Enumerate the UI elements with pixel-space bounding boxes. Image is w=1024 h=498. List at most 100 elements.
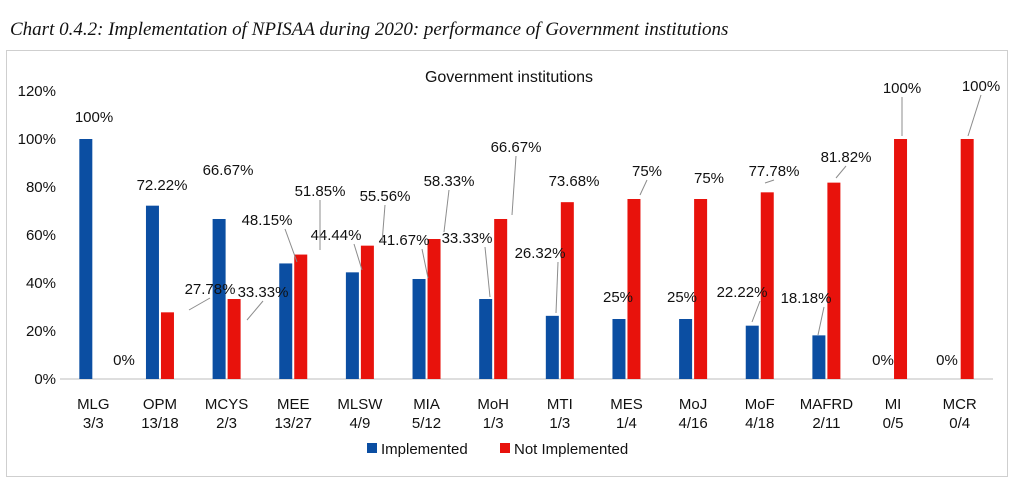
data-label-not-implemented: 33.33% (238, 284, 289, 301)
x-tick-sublabel: 1/4 (616, 415, 637, 432)
bar-implemented (412, 278, 426, 379)
data-label-implemented: 26.32% (515, 245, 566, 262)
data-label-leader (246, 300, 264, 321)
x-tick-label: MCYS (205, 396, 248, 413)
x-tick-label: MEE (277, 396, 310, 413)
data-label-implemented: 25% (603, 289, 633, 306)
x-tick-label: MIA (413, 396, 440, 413)
x-tick-label: MoH (477, 396, 509, 413)
x-tick-label: MoJ (679, 396, 707, 413)
bar-not-implemented (960, 139, 974, 379)
y-tick-label: 100% (18, 131, 56, 148)
data-label-not-implemented: 81.82% (821, 149, 872, 166)
bar-not-implemented (694, 199, 708, 379)
data-label-implemented: 18.18% (781, 290, 832, 307)
data-label-implemented: 22.22% (717, 284, 768, 301)
x-tick-label: MCR (943, 396, 977, 413)
data-label-leader (188, 297, 211, 311)
data-label-leader (764, 179, 775, 184)
data-label-not-implemented: 77.78% (749, 163, 800, 180)
data-label-not-implemented: 58.33% (424, 173, 475, 190)
legend-swatch-not-implemented (500, 443, 510, 453)
data-label-implemented: 44.44% (311, 227, 362, 244)
chart-title: Government institutions (425, 69, 593, 86)
legend-label-not-implemented: Not Implemented (514, 441, 628, 458)
data-label-leader (353, 243, 363, 271)
x-tick-label: MAFRD (800, 396, 853, 413)
bar-not-implemented (827, 182, 841, 379)
x-tick-label: MLSW (337, 396, 383, 413)
x-tick-sublabel: 5/12 (412, 415, 441, 432)
chart-caption: Chart 0.4.2: Implementation of NPISAA du… (10, 19, 729, 40)
x-tick-sublabel: 13/27 (274, 415, 312, 432)
data-label-implemented: 33.33% (442, 230, 493, 247)
data-label-leader (967, 94, 982, 137)
data-label-not-implemented: 0% (113, 352, 135, 369)
x-tick-sublabel: 1/3 (549, 415, 570, 432)
data-label-leader (484, 246, 491, 298)
y-tick-label: 40% (26, 275, 56, 292)
data-label-implemented: 41.67% (379, 232, 430, 249)
data-label-implemented: 48.15% (242, 212, 293, 229)
bar-implemented (612, 319, 626, 379)
x-tick-sublabel: 0/5 (883, 415, 904, 432)
x-tick-sublabel: 1/3 (483, 415, 504, 432)
x-tick-label: MoF (745, 396, 775, 413)
bar-not-implemented (294, 254, 308, 379)
data-label-implemented: 66.67% (203, 162, 254, 179)
x-tick-label: OPM (143, 396, 177, 413)
data-label-leader (639, 179, 648, 196)
bar-implemented (279, 263, 293, 379)
data-label-not-implemented: 51.85% (295, 183, 346, 200)
data-label-leader (751, 300, 761, 323)
data-label-not-implemented: 100% (883, 80, 921, 97)
y-tick-label: 120% (18, 83, 56, 100)
x-tick-sublabel: 13/18 (141, 415, 179, 432)
bar-implemented (479, 299, 493, 379)
bar-implemented (679, 319, 693, 379)
x-tick-label: MLG (77, 396, 110, 413)
data-label-leader (835, 165, 847, 179)
y-tick-label: 0% (34, 371, 56, 388)
data-label-leader (443, 189, 450, 233)
x-tick-label: MTI (547, 396, 573, 413)
legend-label-implemented: Implemented (381, 441, 468, 458)
bar-not-implemented (627, 199, 641, 379)
data-label-not-implemented: 55.56% (360, 188, 411, 205)
x-tick-sublabel: 4/9 (349, 415, 370, 432)
data-label-not-implemented: 73.68% (549, 173, 600, 190)
bar-not-implemented (494, 218, 508, 379)
x-tick-sublabel: 2/3 (216, 415, 237, 432)
data-label-leader (381, 204, 386, 244)
x-tick-label: MES (610, 396, 643, 413)
data-label-leader (817, 306, 825, 336)
y-tick-label: 20% (26, 323, 56, 340)
bar-not-implemented (160, 312, 174, 379)
data-label-not-implemented: 75% (694, 170, 724, 187)
bar-not-implemented (560, 202, 574, 379)
x-tick-sublabel: 4/18 (745, 415, 774, 432)
data-label-implemented: 100% (75, 109, 113, 126)
data-label-implemented: 25% (667, 289, 697, 306)
bar-implemented (145, 205, 159, 379)
bar-implemented (545, 315, 559, 379)
data-label-leader (284, 228, 298, 263)
data-label-not-implemented: 27.78% (185, 281, 236, 298)
bar-not-implemented (360, 245, 374, 379)
x-tick-sublabel: 2/11 (812, 415, 840, 432)
data-label-not-implemented: 100% (962, 78, 1000, 95)
data-label-leader (421, 248, 429, 279)
bar-not-implemented (227, 299, 241, 379)
bar-implemented (212, 218, 226, 379)
bar-not-implemented (427, 239, 441, 379)
x-tick-sublabel: 3/3 (83, 415, 104, 432)
bar-implemented (745, 325, 759, 379)
bar-implemented (345, 272, 359, 379)
x-tick-label: MI (885, 396, 902, 413)
y-tick-label: 60% (26, 227, 56, 244)
y-tick-label: 80% (26, 179, 56, 196)
bar-not-implemented (894, 139, 908, 379)
data-label-not-implemented: 66.67% (491, 139, 542, 156)
data-label-implemented: 0% (872, 352, 894, 369)
data-label-leader (555, 261, 559, 314)
